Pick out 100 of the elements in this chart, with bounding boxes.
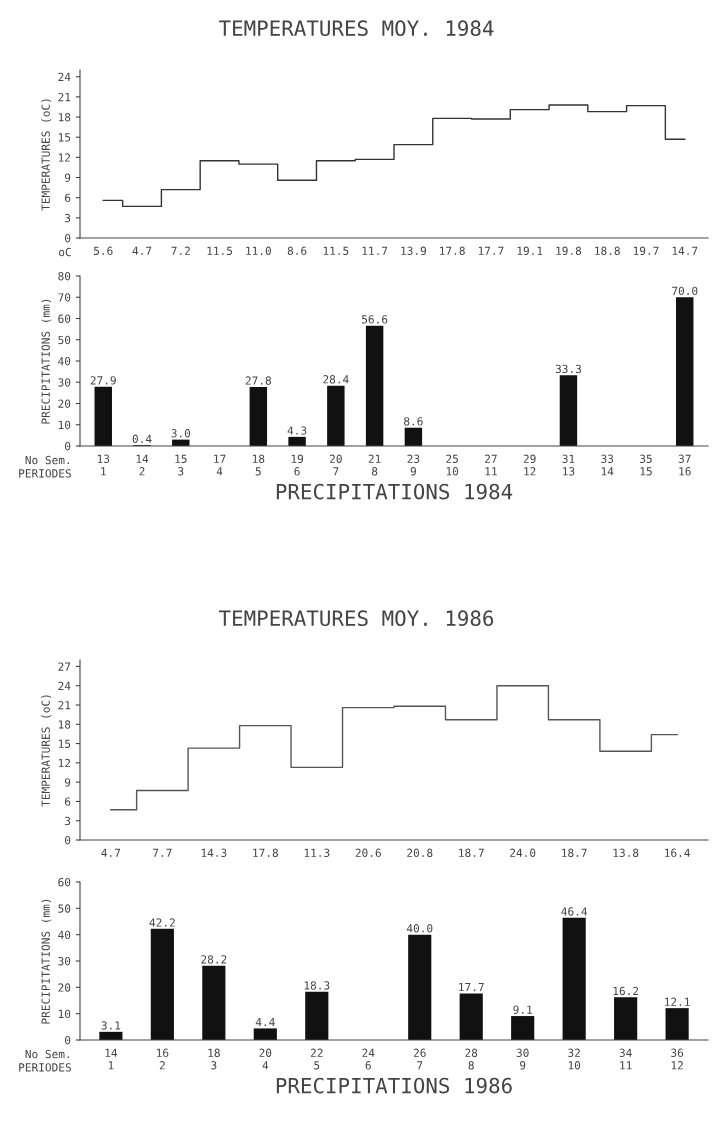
y-tick-label: 70 bbox=[58, 293, 71, 302]
x-tick-label: 4.7 bbox=[101, 848, 121, 857]
data-label: 33.3 bbox=[555, 364, 581, 374]
x-tick-label: 11.7 bbox=[362, 246, 388, 255]
y-tick-label: 50 bbox=[58, 904, 71, 913]
data-label: 0.4 bbox=[132, 434, 152, 443]
chart-title: TEMPERATURES MOY. 1984 bbox=[219, 20, 494, 37]
data-label: 3.0 bbox=[171, 429, 191, 438]
data-label: 28.2 bbox=[201, 955, 227, 964]
y-tick-label: 50 bbox=[58, 335, 71, 345]
y-axis-title: PRECIPITATIONS (mm) bbox=[41, 299, 52, 424]
y-tick-label: 10 bbox=[58, 1009, 71, 1019]
y-tick-label: 80 bbox=[58, 272, 71, 281]
x-tick-label: 18.7 bbox=[562, 848, 587, 857]
x-tick-label: 13.8 bbox=[613, 848, 639, 857]
x-tick-label: 7.2 bbox=[171, 246, 190, 255]
y-tick-label: 0 bbox=[65, 442, 71, 451]
x-tick-label: 14.7 bbox=[672, 246, 698, 255]
y-tick-label: 30 bbox=[58, 957, 71, 966]
x-tick-label: 11.5 bbox=[323, 246, 349, 255]
y-tick-label: 9 bbox=[64, 173, 71, 182]
data-label: 4.3 bbox=[287, 426, 307, 435]
x-tick-label: 17.7 bbox=[478, 246, 504, 255]
y-tick-label: 15 bbox=[58, 739, 71, 748]
data-label: 40.0 bbox=[406, 924, 433, 933]
x-tick-label: 29 12 bbox=[523, 454, 536, 476]
y-tick-label: 40 bbox=[58, 357, 71, 366]
x-tick-label: 32 10 bbox=[568, 1048, 581, 1070]
x-tick-label: 33 14 bbox=[601, 454, 614, 476]
data-label: 18.3 bbox=[304, 981, 330, 990]
x-tick-label: 15 3 bbox=[175, 454, 187, 476]
x-tick-label: 4.7 bbox=[132, 246, 152, 255]
data-label: 4.4 bbox=[255, 1018, 275, 1027]
data-label: 56.6 bbox=[362, 315, 388, 324]
x-tick-label: 19.1 bbox=[517, 246, 543, 255]
x-tick-label: 16.4 bbox=[665, 848, 690, 857]
x-tick-label: 13 1 bbox=[97, 454, 110, 476]
y-tick-label: 10 bbox=[58, 420, 71, 430]
y-tick-label: 60 bbox=[58, 878, 71, 887]
y-tick-label: 0 bbox=[65, 234, 71, 243]
x-tick-label: 19.7 bbox=[633, 246, 659, 255]
y-tick-label: 20 bbox=[58, 399, 71, 408]
y-tick-label: 18 bbox=[58, 720, 71, 729]
data-label: 12.1 bbox=[665, 997, 690, 1006]
text: PERIODES bbox=[19, 1063, 71, 1072]
x-tick-label: 20.6 bbox=[355, 848, 381, 857]
x-tick-label: 37 16 bbox=[678, 454, 691, 476]
x-tick-label: 5.6 bbox=[94, 246, 113, 255]
x-tick-label: 21 8 bbox=[368, 454, 381, 476]
x-tick-label: 27 11 bbox=[485, 454, 497, 476]
data-label: 17.7 bbox=[459, 982, 484, 992]
y-tick-label: 27 bbox=[58, 662, 71, 671]
data-label: 16.2 bbox=[613, 986, 639, 996]
x-tick-label: 26 7 bbox=[413, 1048, 426, 1070]
y-tick-label: 6 bbox=[65, 193, 71, 203]
y-tick-label: 15 bbox=[58, 133, 71, 142]
y-tick-label: 3 bbox=[65, 213, 71, 223]
x-tick-label: 34 11 bbox=[619, 1048, 632, 1070]
y-tick-label: 30 bbox=[58, 378, 71, 387]
x-tick-label: 18.7 bbox=[459, 848, 484, 857]
x-tick-label: 30 9 bbox=[516, 1048, 529, 1070]
x-tick-label: 14 2 bbox=[136, 454, 149, 476]
x-tick-label: 24 6 bbox=[362, 1048, 375, 1070]
x-tick-label: 24.0 bbox=[510, 848, 536, 857]
x-tick-label: 16 2 bbox=[157, 1048, 169, 1070]
x-tick-label: 7.7 bbox=[153, 848, 172, 857]
x-tick-label: 11.3 bbox=[304, 848, 330, 857]
y-tick-label: 24 bbox=[58, 72, 71, 81]
x-tick-label: 17.8 bbox=[253, 848, 278, 857]
y-axis-title: PRECIPITATIONS (mm) bbox=[41, 899, 52, 1024]
y-tick-label: 3 bbox=[65, 816, 71, 826]
y-tick-label: 9 bbox=[64, 778, 71, 787]
y-tick-label: 0 bbox=[65, 836, 71, 845]
data-label: 9.1 bbox=[513, 1005, 532, 1014]
y-tick-label: 21 bbox=[58, 701, 71, 710]
x-tick-label: 28 8 bbox=[465, 1048, 478, 1070]
x-tick-label: 17 4 bbox=[214, 454, 226, 476]
x-tick-label: 20 4 bbox=[259, 1048, 272, 1070]
data-label: 3.1 bbox=[101, 1021, 121, 1030]
y-axis-title: TEMPERATURES (oC) bbox=[41, 99, 52, 211]
x-axis-title: PRECIPITATIONS 1986 bbox=[276, 1077, 512, 1094]
text: No Sem. bbox=[25, 1049, 69, 1059]
x-tick-label: 13.9 bbox=[401, 246, 427, 255]
y-tick-label: 12 bbox=[58, 153, 71, 162]
y-axis-title: TEMPERATURES (oC) bbox=[41, 695, 52, 807]
text: PERIODES bbox=[19, 469, 71, 478]
x-tick-label: 11.5 bbox=[207, 246, 233, 255]
data-label: 42.2 bbox=[149, 918, 175, 927]
y-tick-label: 12 bbox=[58, 758, 71, 768]
chart-title: TEMPERATURES MOY. 1986 bbox=[219, 610, 494, 627]
text: oC bbox=[59, 247, 71, 257]
y-tick-label: 60 bbox=[58, 314, 71, 323]
data-label: 28.4 bbox=[323, 375, 349, 384]
x-tick-label: 20.8 bbox=[407, 848, 433, 857]
x-tick-label: 23 9 bbox=[407, 454, 420, 476]
x-tick-label: 19.8 bbox=[556, 246, 582, 255]
x-tick-label: 11.0 bbox=[246, 246, 271, 255]
y-tick-label: 20 bbox=[58, 983, 71, 992]
x-tick-label: 8.6 bbox=[287, 246, 307, 255]
y-tick-label: 24 bbox=[58, 681, 71, 690]
